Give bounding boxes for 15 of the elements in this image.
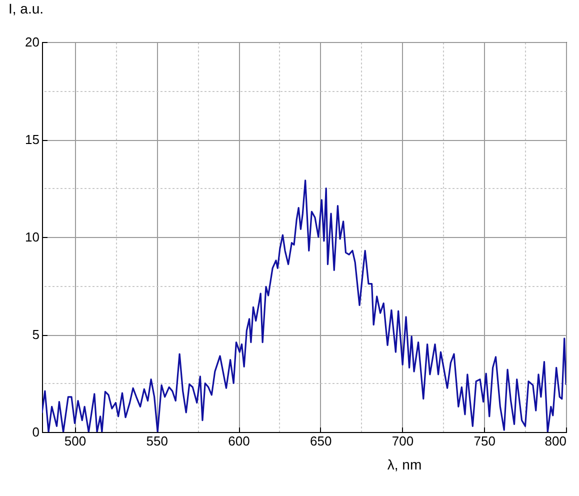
line-series: [42, 180, 566, 432]
y-tick-label: 15: [25, 132, 40, 147]
y-tick-label: 5: [32, 327, 40, 342]
y-tick-label: 10: [25, 230, 40, 244]
x-tick-label: 800: [544, 434, 566, 448]
x-tick-label: 650: [310, 434, 332, 448]
x-tick-label: 500: [64, 434, 86, 448]
y-axis-title: I, a.u.: [8, 0, 44, 16]
y-tick-label: 0: [32, 424, 40, 440]
x-tick-label: 750: [474, 434, 496, 448]
x-tick-label: 550: [146, 434, 168, 448]
x-axis-title: λ, nm: [387, 456, 422, 472]
x-tick-label: 600: [228, 434, 250, 448]
y-tick-label: 20: [25, 34, 40, 50]
x-tick-label: 700: [392, 434, 414, 448]
